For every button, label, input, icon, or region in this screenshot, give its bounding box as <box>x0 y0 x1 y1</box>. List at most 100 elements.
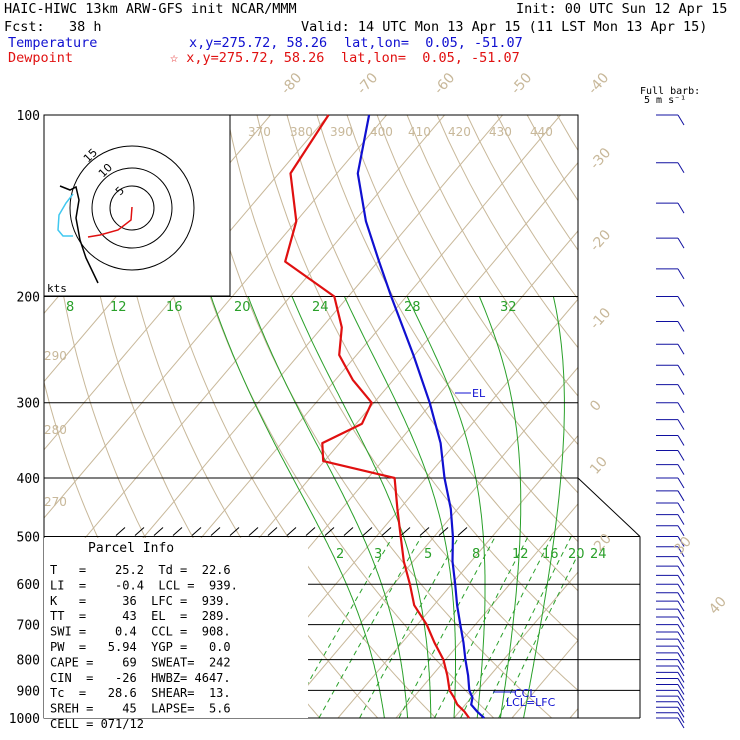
pressure-label: 500 <box>17 530 40 545</box>
forecast-hour: Fcst: 38 h <box>4 19 102 35</box>
init-time: Init: 00 UTC Sun 12 Apr 15 <box>516 1 728 17</box>
theta-label: 390 <box>330 125 353 139</box>
wind-barb-flag <box>677 707 685 718</box>
isotherm-line <box>279 366 578 718</box>
isotherm-line <box>686 115 740 718</box>
parcel-info-row: SWI = 0.4 CCL = 908. <box>50 625 231 639</box>
hodograph-ring <box>69 145 195 271</box>
wind-barb-flag <box>677 402 685 413</box>
dry-adiabat-line <box>256 115 578 641</box>
pressure-label: 400 <box>17 472 40 487</box>
hatch-mark <box>229 527 240 536</box>
dry-adiabat-line <box>526 115 578 202</box>
parcel-info-row: LI = -0.4 LCL = 939. <box>50 578 238 592</box>
dry-adiabat-line <box>406 115 578 397</box>
wind-key-line2: 5 m s⁻¹ <box>644 95 687 106</box>
dewpoint-xy: ☆ x,y=275.72, 58.26 <box>170 50 325 66</box>
wind-barb-flag <box>677 556 685 567</box>
hatch-mark <box>419 527 430 536</box>
isotherm-line <box>44 115 329 451</box>
mixing-ratio-label: 20 <box>568 547 585 562</box>
theta-label: 270 <box>44 495 67 509</box>
pressure-label: 200 <box>17 291 40 306</box>
wind-barb-flag <box>677 600 685 612</box>
pressure-label: 600 <box>17 578 40 593</box>
moist-adiabat-label: 12 <box>110 300 127 315</box>
wind-barb-flag <box>677 652 685 664</box>
dry-adiabat-line <box>677 115 740 718</box>
moist-adiabat-label: 32 <box>500 300 517 315</box>
pressure-label: 900 <box>17 684 40 699</box>
isotherm-label: -80 <box>278 70 305 98</box>
wind-barb-flag <box>677 502 685 514</box>
dry-adiabat-line <box>226 115 578 691</box>
dry-adiabat-line <box>376 115 578 446</box>
hatch-mark <box>362 527 373 536</box>
ccl-label: CCL <box>514 687 536 700</box>
wind-barb-flag <box>677 583 685 595</box>
hatch-mark <box>324 527 335 536</box>
dewpoint-legend: Dewpoint <box>8 50 74 66</box>
lcl-lfc-label: LCL=LFC <box>506 696 556 709</box>
wind-barb-flag <box>677 575 685 586</box>
wind-barb-flag <box>677 237 685 249</box>
parcel-info-row: TT = 43 EL = 289. <box>50 609 231 623</box>
isotherm-line <box>395 503 578 718</box>
wind-key-line1: Full barb: <box>640 86 701 97</box>
wind-barb-flag <box>677 684 685 695</box>
wind-barb-flag <box>677 717 685 729</box>
wind-barb-flag <box>677 435 685 446</box>
theta-label: 290 <box>44 349 67 363</box>
frame-wedge-line <box>577 477 641 537</box>
hatch-mark <box>267 527 278 536</box>
temperature-profile-line <box>356 114 485 719</box>
hatch-mark <box>248 527 259 536</box>
moist-adiabat-label: 24 <box>312 300 329 315</box>
isotherm-line <box>44 115 445 588</box>
chart-title: HAIC-HIWC 13km ARW-GFS init NCAR/MMM <box>4 1 297 17</box>
hatch-mark <box>172 527 183 536</box>
hatch-mark <box>381 527 392 536</box>
isotherm-line <box>511 639 578 718</box>
isotherm-label: -70 <box>354 70 381 98</box>
dry-adiabat-line <box>617 115 740 718</box>
wind-barb-flag <box>677 624 685 635</box>
mixing-ratio-label: 8 <box>472 547 480 562</box>
wind-barb-flag <box>677 678 685 689</box>
isotherm-label: -60 <box>431 70 458 98</box>
mixing-ratio-line <box>434 536 529 718</box>
dry-adiabat-line <box>436 115 578 349</box>
mixing-ratio-line <box>287 536 394 718</box>
mixing-ratio-label: 16 <box>542 547 559 562</box>
hodograph-ring <box>109 185 155 231</box>
wind-barbs <box>656 114 685 729</box>
parcel-info-title: Parcel Info <box>88 541 174 556</box>
wind-barb-flag <box>677 712 685 723</box>
wind-barb-flag <box>677 546 685 558</box>
mixing-ratio-line <box>460 536 553 718</box>
parcel-info-row: PW = 5.94 YGP = 0.0 <box>50 640 231 654</box>
hodograph-red-trace <box>87 206 133 238</box>
wind-barb-flag <box>677 490 685 502</box>
wind-barb-flag <box>677 321 685 332</box>
mixing-ratio-line <box>480 536 572 718</box>
wind-barb-flag <box>677 665 685 677</box>
wind-barb-flag <box>677 344 685 355</box>
mixing-ratio-line <box>359 536 460 718</box>
hatch-mark <box>191 527 202 536</box>
wind-barb-flag <box>677 536 685 547</box>
wind-barb-flag <box>677 162 685 174</box>
dry-adiabat-line <box>346 115 578 494</box>
pressure-label: 700 <box>17 619 40 634</box>
isotherm-label: -50 <box>508 70 535 98</box>
hodograph-kts-label: kts <box>47 282 67 295</box>
dry-adiabat-line <box>556 115 578 152</box>
wind-barb-flag <box>677 565 685 577</box>
hatch-mark <box>210 527 221 536</box>
hatch-mark <box>438 527 449 536</box>
parcel-info-row: T = 25.2 Td = 22.6 <box>50 563 231 577</box>
hodograph-ring <box>91 167 173 249</box>
el-label: EL <box>472 387 486 400</box>
pressure-label: 1000 <box>9 712 40 727</box>
